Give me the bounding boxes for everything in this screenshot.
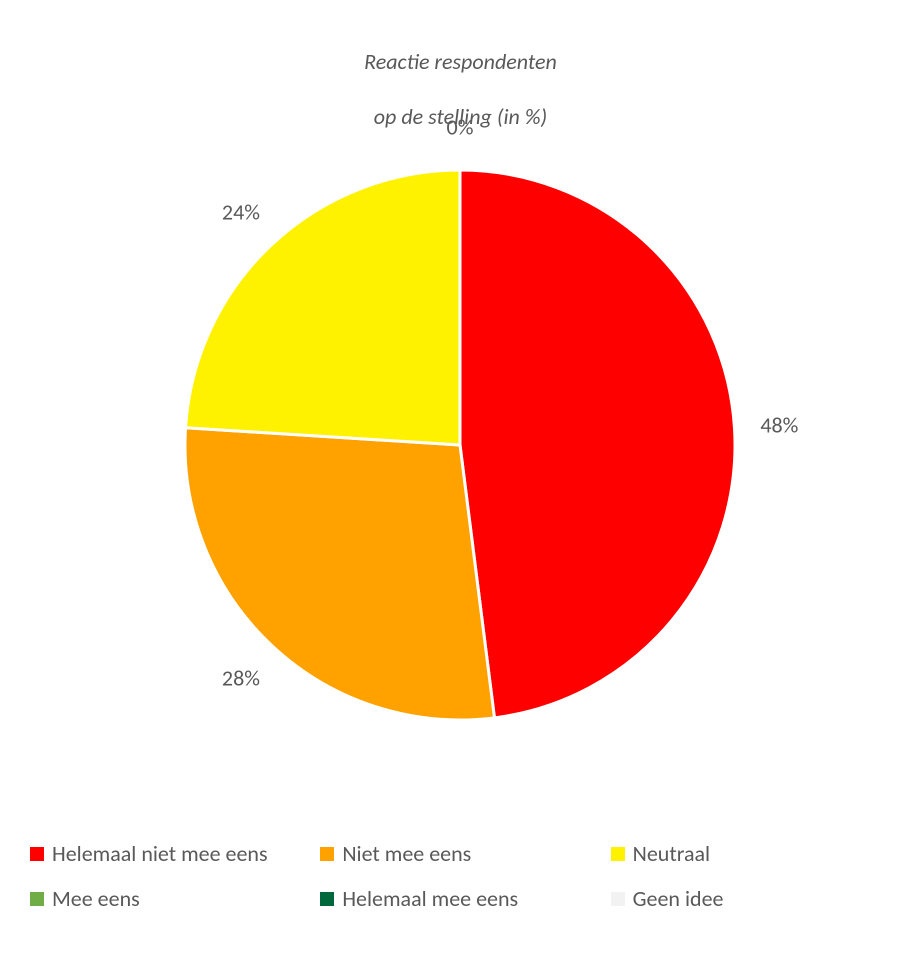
legend-swatch: [611, 847, 625, 861]
legend: Helemaal niet mee eens Niet mee eens Neutr…: [30, 840, 891, 912]
pie-chart-area: 48% 28% 24% 0%: [0, 115, 921, 815]
chart-container: { "chart": { "type": "pie", "title_line1…: [0, 0, 921, 965]
legend-item: Neutraal: [611, 840, 891, 867]
legend-swatch: [30, 892, 44, 906]
legend-item: Helemaal niet mee eens: [30, 840, 310, 867]
legend-label: Helemaal mee eens: [342, 885, 518, 912]
chart-title-line1: Reactie respondenten: [364, 48, 557, 75]
legend-item: Niet mee eens: [320, 840, 600, 867]
legend-swatch: [320, 892, 334, 906]
legend-label: Niet mee eens: [342, 840, 471, 867]
pie-slice-label: 24%: [222, 198, 260, 225]
pie-slice-label: 48%: [760, 411, 798, 438]
legend-label: Geen idee: [633, 885, 724, 912]
legend-item: Mee eens: [30, 885, 310, 912]
legend-label: Neutraal: [633, 840, 710, 867]
legend-item: Geen idee: [611, 885, 891, 912]
legend-swatch: [320, 847, 334, 861]
pie-chart-svg: [0, 115, 921, 815]
legend-label: Helemaal niet mee eens: [52, 840, 268, 867]
legend-label: Mee eens: [52, 885, 140, 912]
legend-swatch: [611, 892, 625, 906]
pie-slice-label: 0%: [447, 114, 474, 141]
legend-item: Helemaal mee eens: [320, 885, 600, 912]
pie-slice: [460, 170, 735, 718]
pie-slice-label: 28%: [222, 665, 260, 692]
legend-swatch: [30, 847, 44, 861]
